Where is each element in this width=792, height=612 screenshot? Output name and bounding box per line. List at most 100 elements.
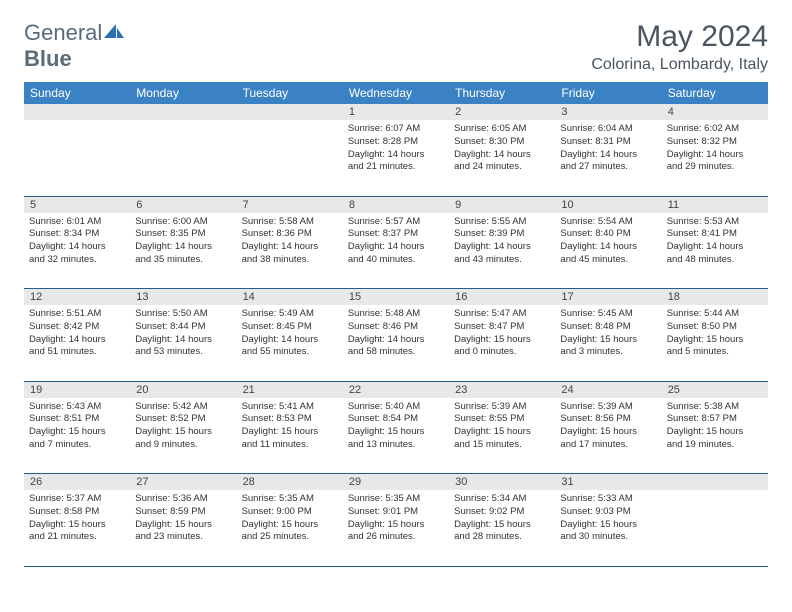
day-line: and 25 minutes. [242, 531, 338, 544]
day-number: 9 [449, 196, 555, 213]
day-number [237, 104, 343, 120]
day-line: and 55 minutes. [242, 346, 338, 359]
day-number: 20 [130, 381, 236, 398]
day-line: Sunset: 8:48 PM [560, 321, 656, 334]
day-line: Daylight: 14 hours [454, 241, 550, 254]
day-content: Sunrise: 5:48 AMSunset: 8:46 PMDaylight:… [348, 308, 444, 359]
day-cell: Sunrise: 5:42 AMSunset: 8:52 PMDaylight:… [130, 398, 236, 474]
day-cell: Sunrise: 6:04 AMSunset: 8:31 PMDaylight:… [555, 120, 661, 196]
day-line: Sunrise: 5:53 AM [667, 216, 763, 229]
day-header: Tuesday [237, 82, 343, 104]
day-line: Sunset: 9:02 PM [454, 506, 550, 519]
day-content: Sunrise: 5:36 AMSunset: 8:59 PMDaylight:… [135, 493, 231, 544]
day-content: Sunrise: 5:54 AMSunset: 8:40 PMDaylight:… [560, 216, 656, 267]
day-number: 24 [555, 381, 661, 398]
day-content: Sunrise: 5:51 AMSunset: 8:42 PMDaylight:… [29, 308, 125, 359]
day-line: and 15 minutes. [454, 439, 550, 452]
day-line: Sunset: 8:57 PM [667, 413, 763, 426]
day-line: Daylight: 14 hours [348, 334, 444, 347]
day-number: 12 [24, 289, 130, 306]
day-number: 5 [24, 196, 130, 213]
day-content: Sunrise: 5:43 AMSunset: 8:51 PMDaylight:… [29, 401, 125, 452]
day-line: Daylight: 15 hours [560, 519, 656, 532]
day-line: Sunset: 8:46 PM [348, 321, 444, 334]
day-line: Sunset: 8:36 PM [242, 228, 338, 241]
title-block: May 2024 Colorina, Lombardy, Italy [591, 20, 768, 74]
day-line: Sunrise: 5:44 AM [667, 308, 763, 321]
day-line: Sunrise: 5:35 AM [348, 493, 444, 506]
day-line: Sunrise: 5:47 AM [454, 308, 550, 321]
day-line: and 13 minutes. [348, 439, 444, 452]
day-line: Sunrise: 6:04 AM [560, 123, 656, 136]
day-number: 10 [555, 196, 661, 213]
day-content: Sunrise: 5:39 AMSunset: 8:55 PMDaylight:… [454, 401, 550, 452]
month-title: May 2024 [591, 20, 768, 54]
day-line: and 38 minutes. [242, 254, 338, 267]
day-cell: Sunrise: 5:50 AMSunset: 8:44 PMDaylight:… [130, 305, 236, 381]
day-content: Sunrise: 5:39 AMSunset: 8:56 PMDaylight:… [560, 401, 656, 452]
week-row: Sunrise: 6:07 AMSunset: 8:28 PM Daylight:… [24, 120, 768, 196]
day-cell: Sunrise: 6:02 AMSunset: 8:32 PMDaylight:… [662, 120, 768, 196]
day-line: Daylight: 15 hours [454, 334, 550, 347]
day-header: Saturday [662, 82, 768, 104]
day-line: and 27 minutes. [560, 161, 656, 174]
day-line: Sunset: 8:51 PM [29, 413, 125, 426]
day-line: Daylight: 14 hours [242, 241, 338, 254]
day-cell: Sunrise: 5:36 AMSunset: 8:59 PMDaylight:… [130, 490, 236, 566]
day-number: 28 [237, 474, 343, 491]
day-cell: Sunrise: 6:00 AMSunset: 8:35 PMDaylight:… [130, 213, 236, 289]
day-line: Daylight: 14 hours [29, 241, 125, 254]
day-line: Sunset: 9:01 PM [348, 506, 444, 519]
day-line: Sunrise: 5:37 AM [29, 493, 125, 506]
day-line: Sunrise: 5:35 AM [242, 493, 338, 506]
day-line: and 29 minutes. [667, 161, 763, 174]
day-content: Sunrise: 5:58 AMSunset: 8:36 PMDaylight:… [242, 216, 338, 267]
header: General Blue May 2024 Colorina, Lombardy… [24, 20, 768, 74]
day-content: Sunrise: 5:41 AMSunset: 8:53 PMDaylight:… [242, 401, 338, 452]
day-line: Sunset: 8:55 PM [454, 413, 550, 426]
day-cell: Sunrise: 5:51 AMSunset: 8:42 PMDaylight:… [24, 305, 130, 381]
day-line: Sunrise: 5:58 AM [242, 216, 338, 229]
day-cell: Sunrise: 5:37 AMSunset: 8:58 PMDaylight:… [24, 490, 130, 566]
day-content: Sunrise: 5:55 AMSunset: 8:39 PMDaylight:… [454, 216, 550, 267]
day-line: Sunset: 8:58 PM [29, 506, 125, 519]
day-line: Sunset: 8:28 PM [348, 136, 444, 149]
day-cell: Sunrise: 5:35 AMSunset: 9:00 PMDaylight:… [237, 490, 343, 566]
day-line: Daylight: 15 hours [29, 519, 125, 532]
day-line: and 51 minutes. [29, 346, 125, 359]
day-line: Sunrise: 5:36 AM [135, 493, 231, 506]
day-number: 30 [449, 474, 555, 491]
day-line: Daylight: 15 hours [348, 426, 444, 439]
day-line: Daylight: 14 hours [667, 241, 763, 254]
day-cell: Sunrise: 5:48 AMSunset: 8:46 PMDaylight:… [343, 305, 449, 381]
day-cell: Sunrise: 5:57 AMSunset: 8:37 PMDaylight:… [343, 213, 449, 289]
day-number: 11 [662, 196, 768, 213]
day-number: 27 [130, 474, 236, 491]
day-number: 15 [343, 289, 449, 306]
day-line: Daylight: 14 hours [560, 241, 656, 254]
logo-part1: General [24, 20, 102, 45]
day-number: 23 [449, 381, 555, 398]
day-number: 26 [24, 474, 130, 491]
day-cell: Sunrise: 5:43 AMSunset: 8:51 PMDaylight:… [24, 398, 130, 474]
day-cell: Sunrise: 6:01 AMSunset: 8:34 PMDaylight:… [24, 213, 130, 289]
day-line: Sunrise: 5:49 AM [242, 308, 338, 321]
day-line: Sunset: 8:32 PM [667, 136, 763, 149]
day-line: Sunrise: 5:51 AM [29, 308, 125, 321]
day-line: and 23 minutes. [135, 531, 231, 544]
week-row: Sunrise: 5:37 AMSunset: 8:58 PMDaylight:… [24, 490, 768, 566]
logo-part2: Blue [24, 46, 72, 71]
day-cell: Sunrise: 5:45 AMSunset: 8:48 PMDaylight:… [555, 305, 661, 381]
day-number-row: 12131415161718 [24, 289, 768, 306]
day-line: Sunrise: 5:50 AM [135, 308, 231, 321]
day-line: Sunset: 8:50 PM [667, 321, 763, 334]
day-line: Daylight: 15 hours [135, 426, 231, 439]
day-line: Sunrise: 6:07 AM [348, 123, 444, 136]
day-number: 25 [662, 381, 768, 398]
day-content: Sunrise: 5:47 AMSunset: 8:47 PMDaylight:… [454, 308, 550, 359]
day-cell: Sunrise: 6:07 AMSunset: 8:28 PMDaylight:… [343, 120, 449, 196]
day-line: Daylight: 14 hours [560, 149, 656, 162]
day-line: and 17 minutes. [560, 439, 656, 452]
day-line: and 11 minutes. [242, 439, 338, 452]
day-content: Sunrise: 6:07 AMSunset: 8:28 PMDaylight:… [348, 123, 444, 174]
